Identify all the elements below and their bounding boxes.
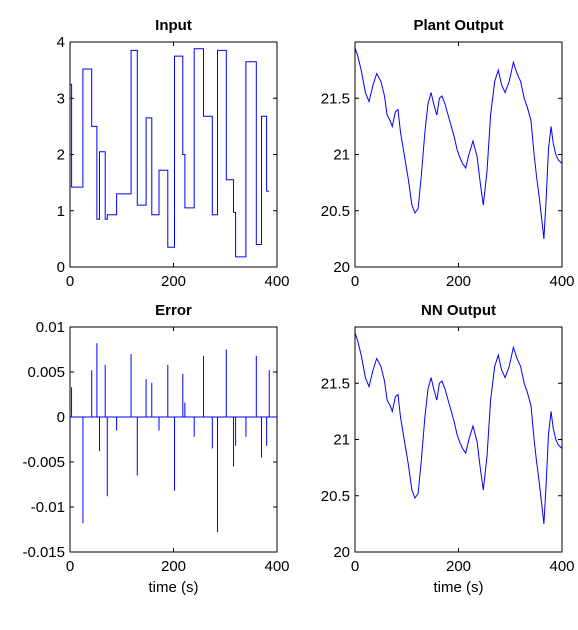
y-tick-label: 0.01 bbox=[36, 319, 65, 336]
series-line bbox=[70, 48, 270, 258]
subplot-2: Error 0 200 400 -0.015 -0.01 -0.005 0 0.005 0.01 t… bbox=[22, 302, 289, 596]
y-tick-label: 4 bbox=[57, 34, 65, 51]
chart-title: Plant Output bbox=[414, 17, 504, 34]
subplot-3: NN Output 0 200 400 20 20.5 21 21.5 time (s) bbox=[321, 302, 575, 596]
series-line bbox=[355, 47, 562, 239]
x-tick-label: 0 bbox=[351, 558, 359, 575]
y-tick-label: 0 bbox=[57, 409, 65, 426]
y-tick-label: 1 bbox=[57, 203, 65, 220]
subplot-0: Input 0 200 400 0 1 2 3 4 bbox=[57, 17, 290, 290]
x-tick-label: 400 bbox=[549, 558, 574, 575]
axes-frame bbox=[69, 41, 278, 268]
y-tick-label: 3 bbox=[57, 90, 65, 107]
x-tick-label: 0 bbox=[66, 558, 74, 575]
chart-title: Error bbox=[155, 302, 192, 319]
y-tick-label: -0.01 bbox=[31, 499, 65, 516]
x-axis-label: time (s) bbox=[434, 579, 484, 596]
y-tick-label: 20.5 bbox=[321, 488, 350, 505]
y-tick-label: 20 bbox=[333, 544, 350, 561]
series-group bbox=[355, 47, 562, 239]
y-tick-label: 2 bbox=[57, 147, 65, 164]
y-tick-label: 0 bbox=[57, 259, 65, 276]
series-group bbox=[70, 48, 270, 258]
series-group bbox=[70, 343, 277, 533]
y-tick-label: 21.5 bbox=[321, 90, 350, 107]
x-tick-label: 400 bbox=[549, 273, 574, 290]
chart-title: NN Output bbox=[421, 302, 496, 319]
subplot-1: Plant Output 0 200 400 20 20.5 21 21.5 bbox=[321, 17, 575, 290]
x-tick-label: 400 bbox=[264, 273, 289, 290]
y-tick-label: 21 bbox=[333, 147, 350, 164]
x-tick-label: 400 bbox=[264, 558, 289, 575]
y-tick-label: 21.5 bbox=[321, 375, 350, 392]
x-axis-label: time (s) bbox=[149, 579, 199, 596]
y-tick-label: 21 bbox=[333, 432, 350, 449]
y-tick-label: 20.5 bbox=[321, 203, 350, 220]
y-tick-label: 0.005 bbox=[27, 364, 65, 381]
y-tick-label: -0.005 bbox=[22, 454, 65, 471]
y-tick-label: 20 bbox=[333, 259, 350, 276]
x-tick-label: 200 bbox=[161, 558, 186, 575]
x-tick-label: 200 bbox=[446, 558, 471, 575]
x-tick-label: 200 bbox=[161, 273, 186, 290]
axes-frame bbox=[69, 326, 278, 553]
x-tick-label: 0 bbox=[351, 273, 359, 290]
x-tick-label: 200 bbox=[446, 273, 471, 290]
series-line bbox=[355, 332, 562, 524]
chart-title: Input bbox=[155, 17, 192, 34]
x-tick-label: 0 bbox=[66, 273, 74, 290]
y-tick-label: -0.015 bbox=[22, 544, 65, 561]
series-group bbox=[355, 332, 562, 524]
